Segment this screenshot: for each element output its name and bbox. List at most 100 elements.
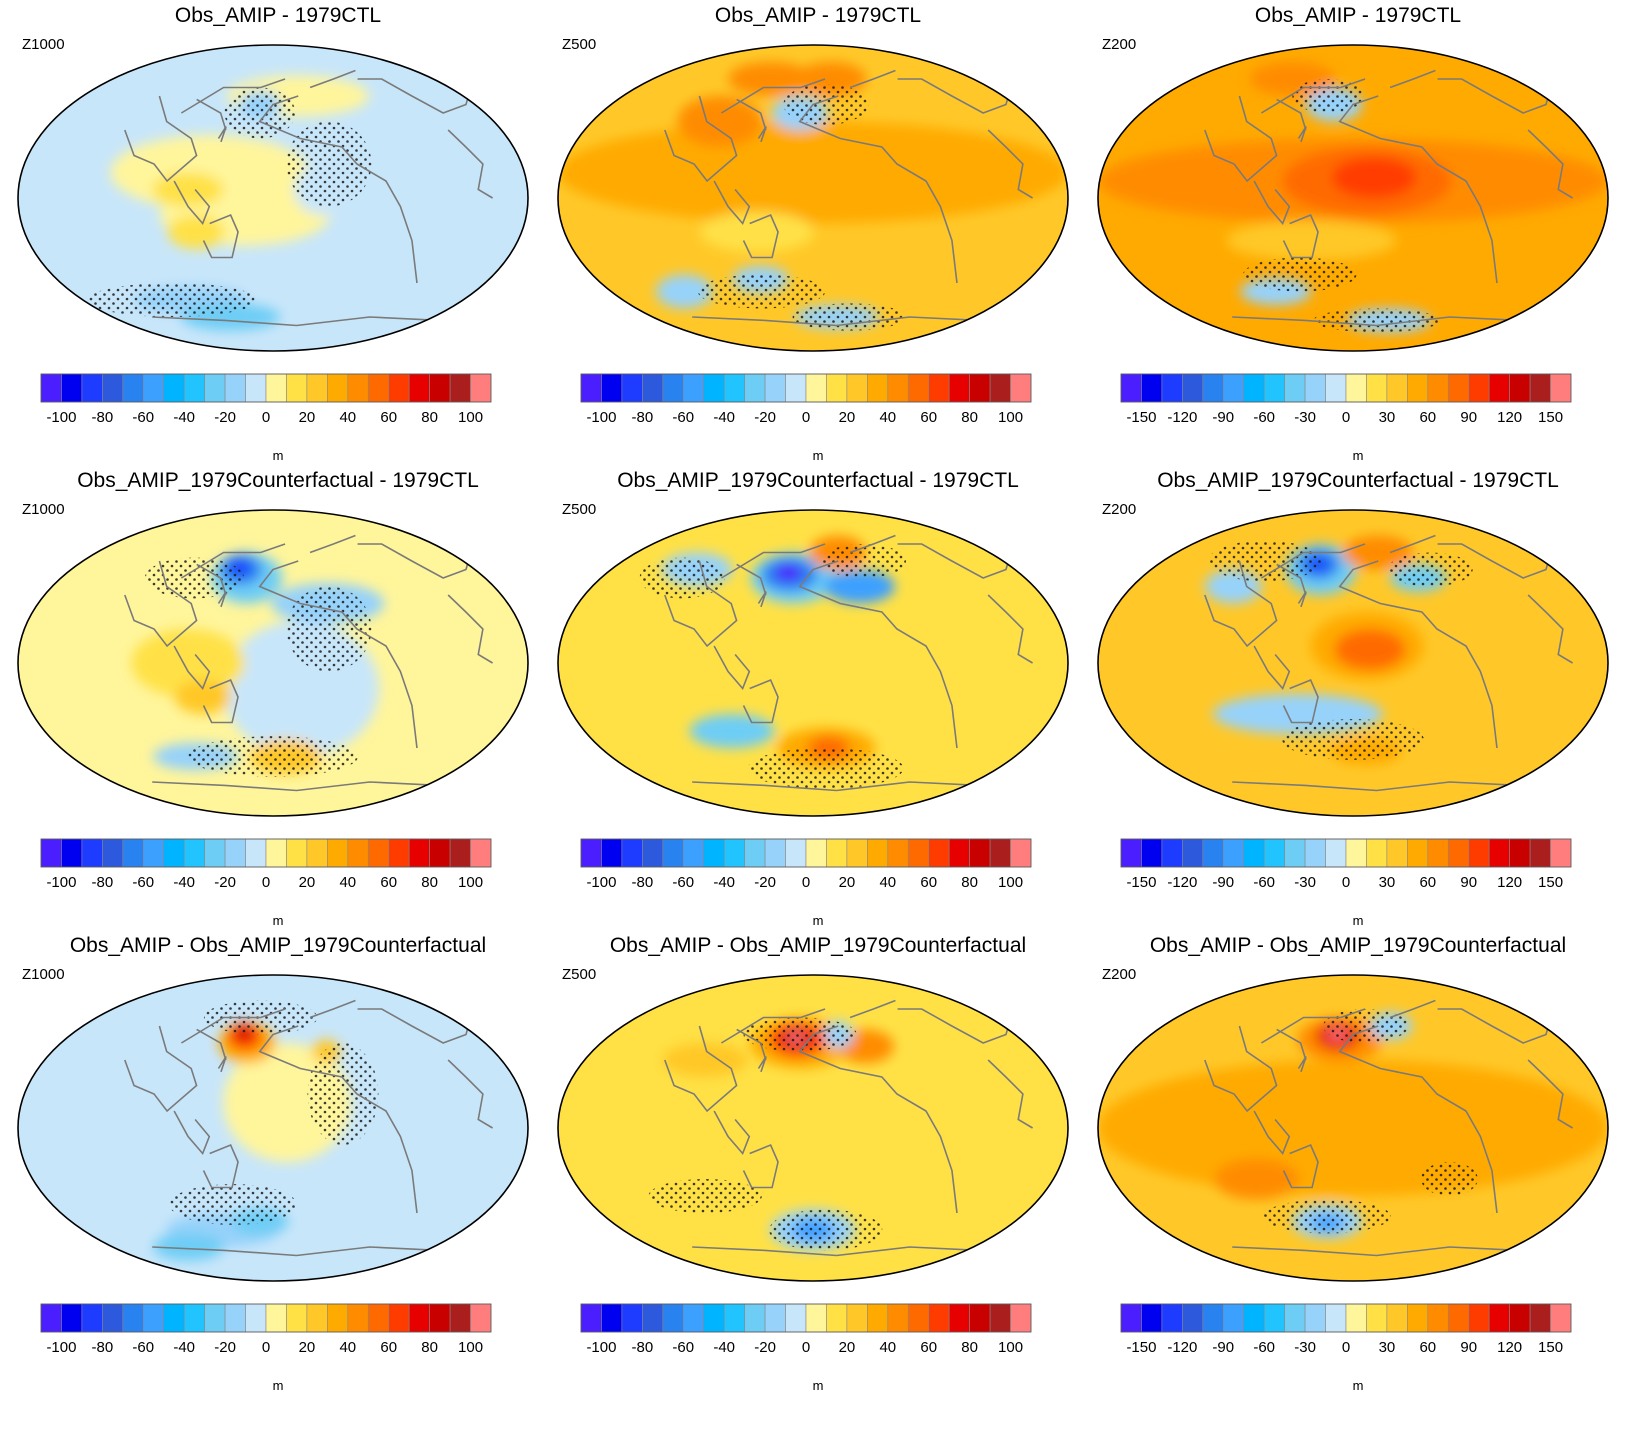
map-border (557, 44, 1069, 352)
coastline (849, 534, 896, 554)
map-svg: -150 -120 -90 -60 -30 0 30 60 90 120 150 (1097, 44, 1609, 426)
colorbar-tick-label: 100 (458, 874, 483, 891)
colorbar-box (948, 838, 970, 868)
colorbar-box (102, 838, 124, 868)
colorbar-tick-label: -60 (1253, 874, 1275, 891)
colorbar-tick-label: 0 (802, 874, 810, 891)
colorbar-box (580, 838, 602, 868)
coastline (1527, 129, 1573, 199)
level-label: Z1000 (22, 36, 65, 53)
colorbar-box (1263, 1303, 1285, 1333)
colorbar-tick-label: 60 (1419, 1339, 1436, 1356)
panel: Obs_AMIP - 1979CTL Z500 -100 -80 -60 -40 -20 0 2… (548, 0, 1088, 475)
colorbar-tick-label: -80 (632, 874, 654, 891)
colorbar-box (723, 373, 745, 403)
coastline (1253, 645, 1291, 691)
colorbar-tick-label: 20 (299, 874, 316, 891)
colorbar-tick-label: -100 (586, 1339, 616, 1356)
colorbar-box (1386, 373, 1408, 403)
colorbar-box (1550, 1303, 1572, 1333)
level-label: Z200 (1102, 36, 1137, 53)
colorbar-box (1407, 373, 1429, 403)
colorbar-tick-label: -20 (754, 1339, 776, 1356)
colorbar-box (142, 373, 165, 403)
colorbar-box (1468, 1303, 1490, 1333)
coastline (798, 560, 958, 749)
field-background (558, 975, 1068, 1281)
colorbar-box (580, 1303, 602, 1333)
colorbar-box (327, 373, 349, 403)
panel: Obs_AMIP - Obs_AMIP_1979Counterfactual Z2… (1088, 930, 1628, 1405)
colorbar-box (1202, 838, 1224, 868)
colorbar-box (1141, 1303, 1163, 1333)
colorbar-box (682, 373, 705, 403)
colorbar-box (805, 1303, 827, 1333)
anomaly-contour (167, 215, 225, 249)
significance-stipple (639, 557, 725, 599)
colorbar-box (224, 1303, 246, 1333)
colorbar-tick-label: 150 (1538, 409, 1563, 426)
colorbar-tick-label: -150 (1126, 409, 1156, 426)
colorbar-box (204, 838, 226, 868)
colorbar-tick-label: -120 (1167, 1339, 1197, 1356)
colorbar-box (1304, 373, 1326, 403)
colorbar-box (1120, 1303, 1142, 1333)
panel-title: Obs_AMIP_1979Counterfactual - 1979CTL (77, 469, 479, 492)
colorbar-box (867, 838, 889, 868)
colorbar-tick-label: 120 (1497, 874, 1522, 891)
colorbar-box (183, 373, 205, 403)
colorbar-box (969, 373, 991, 403)
coastline (664, 95, 738, 183)
panel-title: Obs_AMIP - Obs_AMIP_1979Counterfactual (1149, 934, 1567, 957)
colorbar-tick-label: 60 (920, 874, 937, 891)
colorbar-tick-label: -90 (1212, 1339, 1234, 1356)
coastline (1204, 1025, 1278, 1113)
colorbar-box (470, 373, 492, 403)
coastline (1204, 95, 1278, 183)
anomaly-contour (558, 121, 1068, 224)
colorbar-tick-label: 20 (299, 409, 316, 426)
colorbar-box (969, 838, 991, 868)
coastline (1527, 594, 1573, 664)
coastline (736, 98, 767, 131)
colorbar-tick-label: -80 (92, 1339, 114, 1356)
colorbar-box (1222, 1303, 1245, 1333)
significance-stipple (648, 1179, 762, 1213)
colorbar-box (429, 1303, 451, 1333)
colorbar-box (449, 1303, 471, 1333)
colorbar-tick-label: -100 (46, 874, 76, 891)
colorbar-tick-label: 0 (1342, 1339, 1350, 1356)
colorbar-box (785, 373, 807, 403)
colorbar-tick-label: 100 (458, 409, 483, 426)
colorbar-box (1468, 373, 1490, 403)
colorbar-box (306, 373, 328, 403)
coastline (720, 78, 826, 114)
colorbar-box (1161, 838, 1183, 868)
colorbar-box (470, 1303, 492, 1333)
colorbar-box (642, 1303, 664, 1333)
coastline (202, 678, 239, 724)
colorbar-box (1366, 838, 1388, 868)
coastline (180, 1008, 286, 1044)
colorbar-tick-label: 80 (961, 1339, 978, 1356)
coastline (196, 563, 227, 596)
colorbar-box (928, 373, 950, 403)
coastline (447, 594, 493, 664)
panel: Obs_AMIP - 1979CTL Z200 -150 -120 -90 -60 -30 0… (1088, 0, 1628, 475)
coastline (713, 1110, 751, 1156)
significance-stipple (1323, 1009, 1409, 1043)
map-svg: -100 -80 -60 -40 -20 0 20 40 60 80 100 (557, 44, 1069, 426)
colorbar-box (388, 1303, 410, 1333)
colorbar-box (408, 1303, 430, 1333)
colorbar-box (449, 838, 471, 868)
colorbar-tick-label: 60 (380, 409, 397, 426)
level-label: Z500 (562, 36, 597, 53)
colorbar-box (163, 1303, 185, 1333)
panel: Obs_AMIP - Obs_AMIP_1979Counterfactual Z5… (548, 930, 1088, 1405)
coastline (757, 126, 767, 143)
colorbar-tick-label: 20 (299, 1339, 316, 1356)
colorbar-box (183, 838, 205, 868)
colorbar-box (1161, 373, 1183, 403)
coastline (713, 645, 751, 691)
coastline (173, 1110, 211, 1156)
